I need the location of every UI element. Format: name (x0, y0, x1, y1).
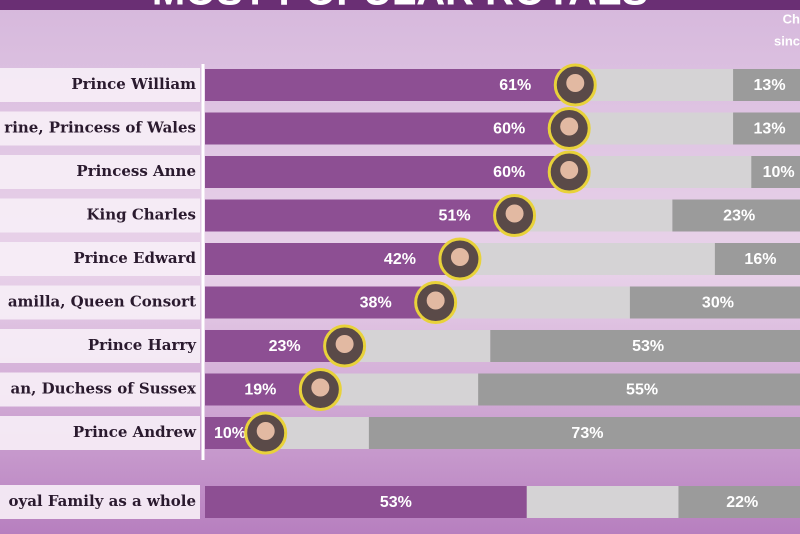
category-label: amilla, Queen Consort (8, 293, 196, 311)
label-background (0, 285, 200, 320)
label-background (0, 372, 200, 407)
positive-bar (205, 486, 527, 518)
annotation: sinc (774, 33, 800, 48)
portrait-face (560, 117, 579, 136)
portrait-face (505, 204, 524, 223)
label-background (0, 68, 200, 102)
annotation: Ch (783, 11, 800, 26)
negative-label: 16% (744, 251, 776, 268)
negative-bar (490, 330, 800, 362)
portrait-face (566, 74, 585, 92)
positive-bar (205, 69, 576, 101)
negative-bar (733, 69, 800, 101)
negative-bar (629, 286, 800, 319)
positive-label: 42% (384, 251, 416, 268)
positive-bar (205, 199, 515, 232)
portrait-face (426, 291, 445, 310)
positive-bar (205, 243, 460, 275)
negative-bar (714, 243, 800, 275)
portrait-face (450, 248, 469, 266)
chart-title: MOST POPULAR ROYALS (152, 0, 648, 14)
negative-label: 13% (754, 77, 786, 94)
negative-bar (672, 199, 800, 232)
title-band (0, 0, 800, 10)
positive-label: 60% (493, 164, 525, 181)
negative-label: 23% (723, 208, 755, 225)
negative-label: 10% (763, 164, 795, 181)
portrait-face (335, 335, 354, 353)
category-label: an, Duchess of Sussex (11, 380, 198, 398)
category-label: Prince Edward (73, 249, 196, 267)
negative-label: 55% (626, 382, 658, 399)
category-label: rine, Princess of Wales (4, 119, 196, 137)
positive-bar (205, 286, 436, 319)
positive-bar (205, 112, 570, 145)
positive-label: 38% (360, 295, 392, 312)
label-background (0, 198, 200, 233)
label-background (0, 416, 200, 450)
category-label: oyal Family as a whole (8, 492, 196, 510)
positive-bar (205, 156, 570, 188)
label-background (0, 155, 200, 189)
negative-label: 53% (632, 338, 664, 355)
category-label: King Charles (86, 206, 196, 224)
negative-bar (733, 112, 800, 145)
negative-label: 73% (571, 425, 603, 442)
positive-label: 53% (380, 494, 412, 511)
positive-bar (205, 330, 345, 362)
negative-bar (751, 156, 800, 188)
positive-label: 51% (439, 208, 471, 225)
negative-label: 13% (754, 121, 786, 138)
negative-label: 30% (702, 295, 734, 312)
category-label: Prince Harry (88, 336, 197, 354)
label-background (0, 485, 200, 519)
negative-label: 22% (726, 494, 758, 511)
portrait-face (311, 378, 330, 397)
portrait-face (256, 422, 275, 440)
label-background (0, 242, 200, 276)
negative-bar (478, 373, 800, 406)
category-label: Prince William (71, 75, 196, 93)
positive-label: 19% (244, 382, 276, 399)
positive-label: 23% (269, 338, 301, 355)
label-background (0, 329, 200, 363)
negative-bar (678, 486, 800, 518)
category-label: Prince Andrew (73, 423, 197, 441)
positive-label: 10% (214, 425, 246, 442)
label-background (0, 111, 200, 146)
negative-bar (368, 417, 800, 449)
positive-label: 61% (499, 77, 531, 94)
portrait-face (560, 161, 579, 179)
plot: Prince William 61% 13% rine, Princess of Wa… (0, 63, 800, 519)
positive-label: 60% (493, 121, 525, 138)
category-label: Princess Anne (76, 162, 196, 180)
